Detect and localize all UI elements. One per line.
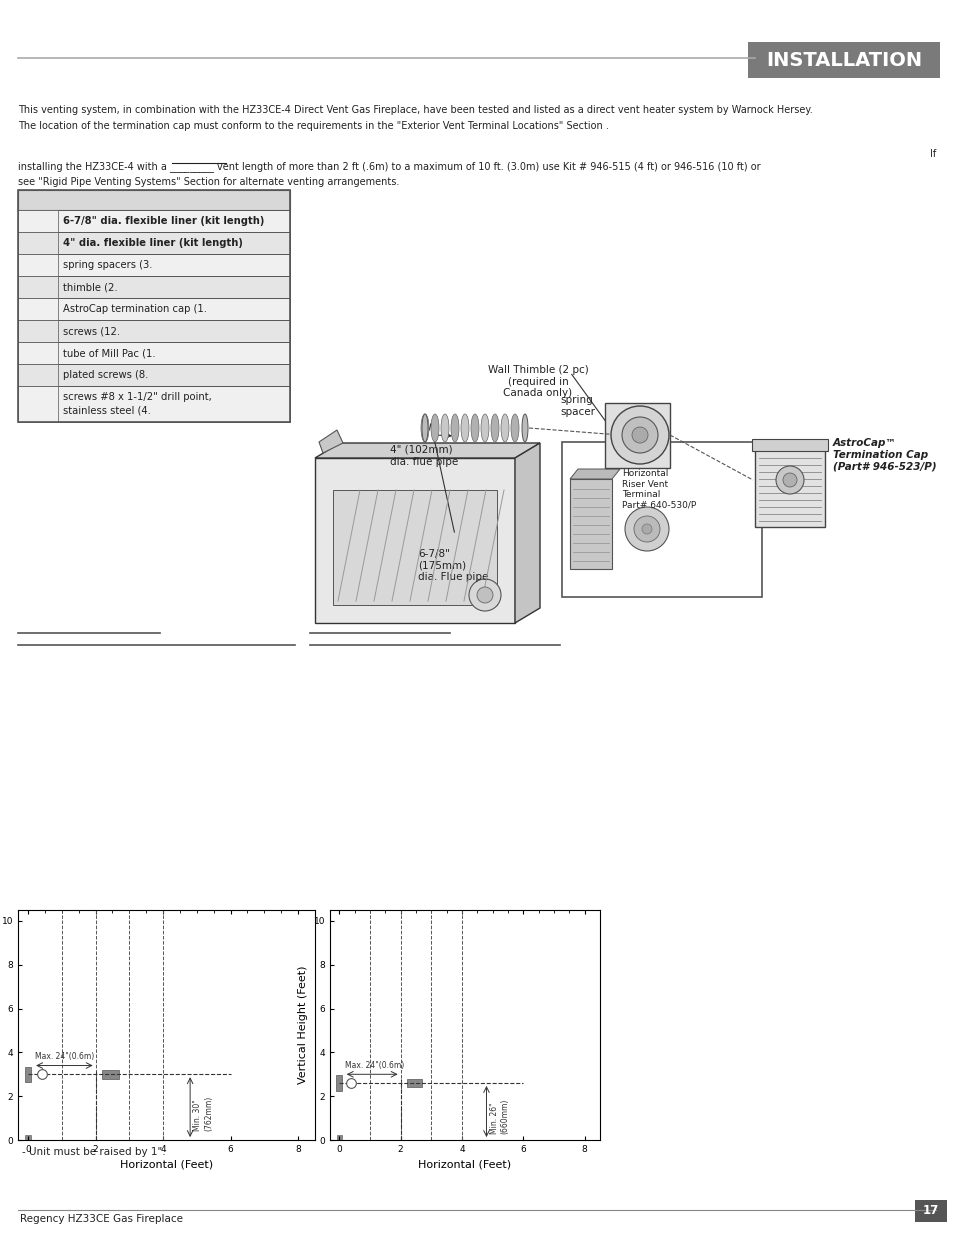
Bar: [747, 42, 939, 78]
Text: INSTALLATION: INSTALLATION: [765, 51, 922, 69]
Bar: [18, 232, 290, 254]
Ellipse shape: [621, 417, 658, 453]
Bar: [18, 210, 290, 232]
Ellipse shape: [440, 414, 449, 442]
Bar: [336, 1135, 342, 1140]
Text: 17: 17: [922, 1204, 938, 1218]
Circle shape: [634, 516, 659, 542]
Bar: [18, 387, 290, 422]
Bar: [18, 320, 290, 342]
Text: see "Rigid Pipe Venting Systems" Section for alternate venting arrangements.: see "Rigid Pipe Venting Systems" Section…: [18, 177, 399, 186]
Bar: [18, 298, 290, 320]
Bar: [605, 403, 670, 468]
Ellipse shape: [420, 414, 429, 442]
Circle shape: [624, 508, 668, 551]
Bar: [25, 1067, 31, 1082]
Bar: [18, 275, 58, 298]
Ellipse shape: [480, 414, 489, 442]
Text: 6-7/8" dia. flexible liner (kit length): 6-7/8" dia. flexible liner (kit length): [63, 216, 264, 226]
Ellipse shape: [631, 427, 647, 443]
Polygon shape: [314, 443, 539, 458]
Bar: [18, 190, 290, 210]
Bar: [18, 254, 290, 275]
Ellipse shape: [460, 414, 469, 442]
Bar: [561, 442, 761, 597]
Text: 4" (102mm)
dia. flue pipe: 4" (102mm) dia. flue pipe: [390, 445, 457, 467]
Text: Max. 24"(0.6m): Max. 24"(0.6m): [345, 1061, 404, 1070]
Circle shape: [641, 524, 651, 534]
Bar: [18, 342, 290, 364]
Bar: [18, 364, 290, 387]
Ellipse shape: [511, 414, 518, 442]
X-axis label: Horizontal (Feet): Horizontal (Feet): [120, 1160, 213, 1170]
Ellipse shape: [610, 406, 668, 464]
Text: The location of the termination cap must conform to the requirements in the "Ext: The location of the termination cap must…: [18, 121, 608, 131]
Polygon shape: [569, 469, 619, 479]
Polygon shape: [318, 430, 343, 453]
Text: This venting system, in combination with the HZ33CE-4 Direct Vent Gas Fireplace,: This venting system, in combination with…: [18, 105, 812, 115]
Bar: [333, 490, 497, 605]
Bar: [26, 1135, 31, 1140]
Text: Max. 24"(0.6m): Max. 24"(0.6m): [35, 1052, 94, 1061]
Bar: [18, 342, 58, 364]
Bar: [406, 1078, 421, 1088]
Bar: [18, 232, 58, 254]
Text: installing the HZ33CE-4 with a _________ vent length of more than 2 ft (.6m) to : installing the HZ33CE-4 with a _________…: [18, 161, 760, 172]
Bar: [754, 442, 824, 527]
X-axis label: Horizontal (Feet): Horizontal (Feet): [418, 1160, 511, 1170]
Text: AstroCap™
Termination Cap
(Part# 946-523/P): AstroCap™ Termination Cap (Part# 946-523…: [832, 438, 936, 472]
Text: 4" dia. flexible liner (kit length): 4" dia. flexible liner (kit length): [63, 238, 243, 248]
Polygon shape: [515, 443, 539, 622]
Text: plated screws (8.: plated screws (8.: [63, 370, 149, 380]
Bar: [914, 1200, 946, 1221]
Bar: [18, 320, 58, 342]
Ellipse shape: [775, 466, 803, 494]
Ellipse shape: [491, 414, 498, 442]
Bar: [18, 190, 290, 422]
Bar: [18, 387, 58, 422]
Text: Min. 26"
(660mm): Min. 26" (660mm): [489, 1098, 508, 1134]
Text: Alternate:
Horizontal
Riser Vent
Terminal
Part# 640-530/P: Alternate: Horizontal Riser Vent Termina…: [621, 459, 696, 510]
Y-axis label: Vertical Height (Feet): Vertical Height (Feet): [297, 966, 308, 1084]
Text: screws #8 x 1-1/2" drill point,
stainless steel (4.: screws #8 x 1-1/2" drill point, stainles…: [63, 393, 212, 416]
Bar: [18, 364, 58, 387]
Text: - Unit must be raised by 1".: - Unit must be raised by 1".: [22, 1147, 166, 1157]
Ellipse shape: [471, 414, 478, 442]
Text: If: If: [929, 149, 935, 159]
Circle shape: [469, 579, 500, 611]
Text: Min. 30"
(762mm): Min. 30" (762mm): [193, 1097, 213, 1131]
Bar: [751, 438, 827, 451]
Ellipse shape: [421, 414, 428, 442]
Bar: [18, 254, 58, 275]
Text: Wall Thimble (2 pc)
(required in
Canada only): Wall Thimble (2 pc) (required in Canada …: [487, 366, 588, 398]
Ellipse shape: [431, 414, 438, 442]
Text: AstroCap termination cap (1.: AstroCap termination cap (1.: [63, 304, 207, 314]
Ellipse shape: [521, 414, 527, 442]
Bar: [102, 1070, 119, 1078]
Ellipse shape: [782, 473, 796, 487]
Text: 6-7/8"
(175mm)
dia. Flue pipe: 6-7/8" (175mm) dia. Flue pipe: [417, 550, 488, 582]
Bar: [335, 1076, 342, 1091]
Bar: [18, 298, 58, 320]
Text: tube of Mill Pac (1.: tube of Mill Pac (1.: [63, 348, 155, 358]
Bar: [18, 275, 290, 298]
Ellipse shape: [451, 414, 458, 442]
Bar: [569, 479, 612, 569]
Circle shape: [476, 587, 493, 603]
Ellipse shape: [500, 414, 509, 442]
Text: thimble (2.: thimble (2.: [63, 282, 117, 291]
Text: Regency HZ33CE Gas Fireplace: Regency HZ33CE Gas Fireplace: [20, 1214, 183, 1224]
Text: screws (12.: screws (12.: [63, 326, 120, 336]
Bar: [18, 210, 58, 232]
Text: spring spacers (3.: spring spacers (3.: [63, 261, 152, 270]
Text: spring
spacer: spring spacer: [559, 395, 595, 416]
Bar: [314, 458, 515, 622]
